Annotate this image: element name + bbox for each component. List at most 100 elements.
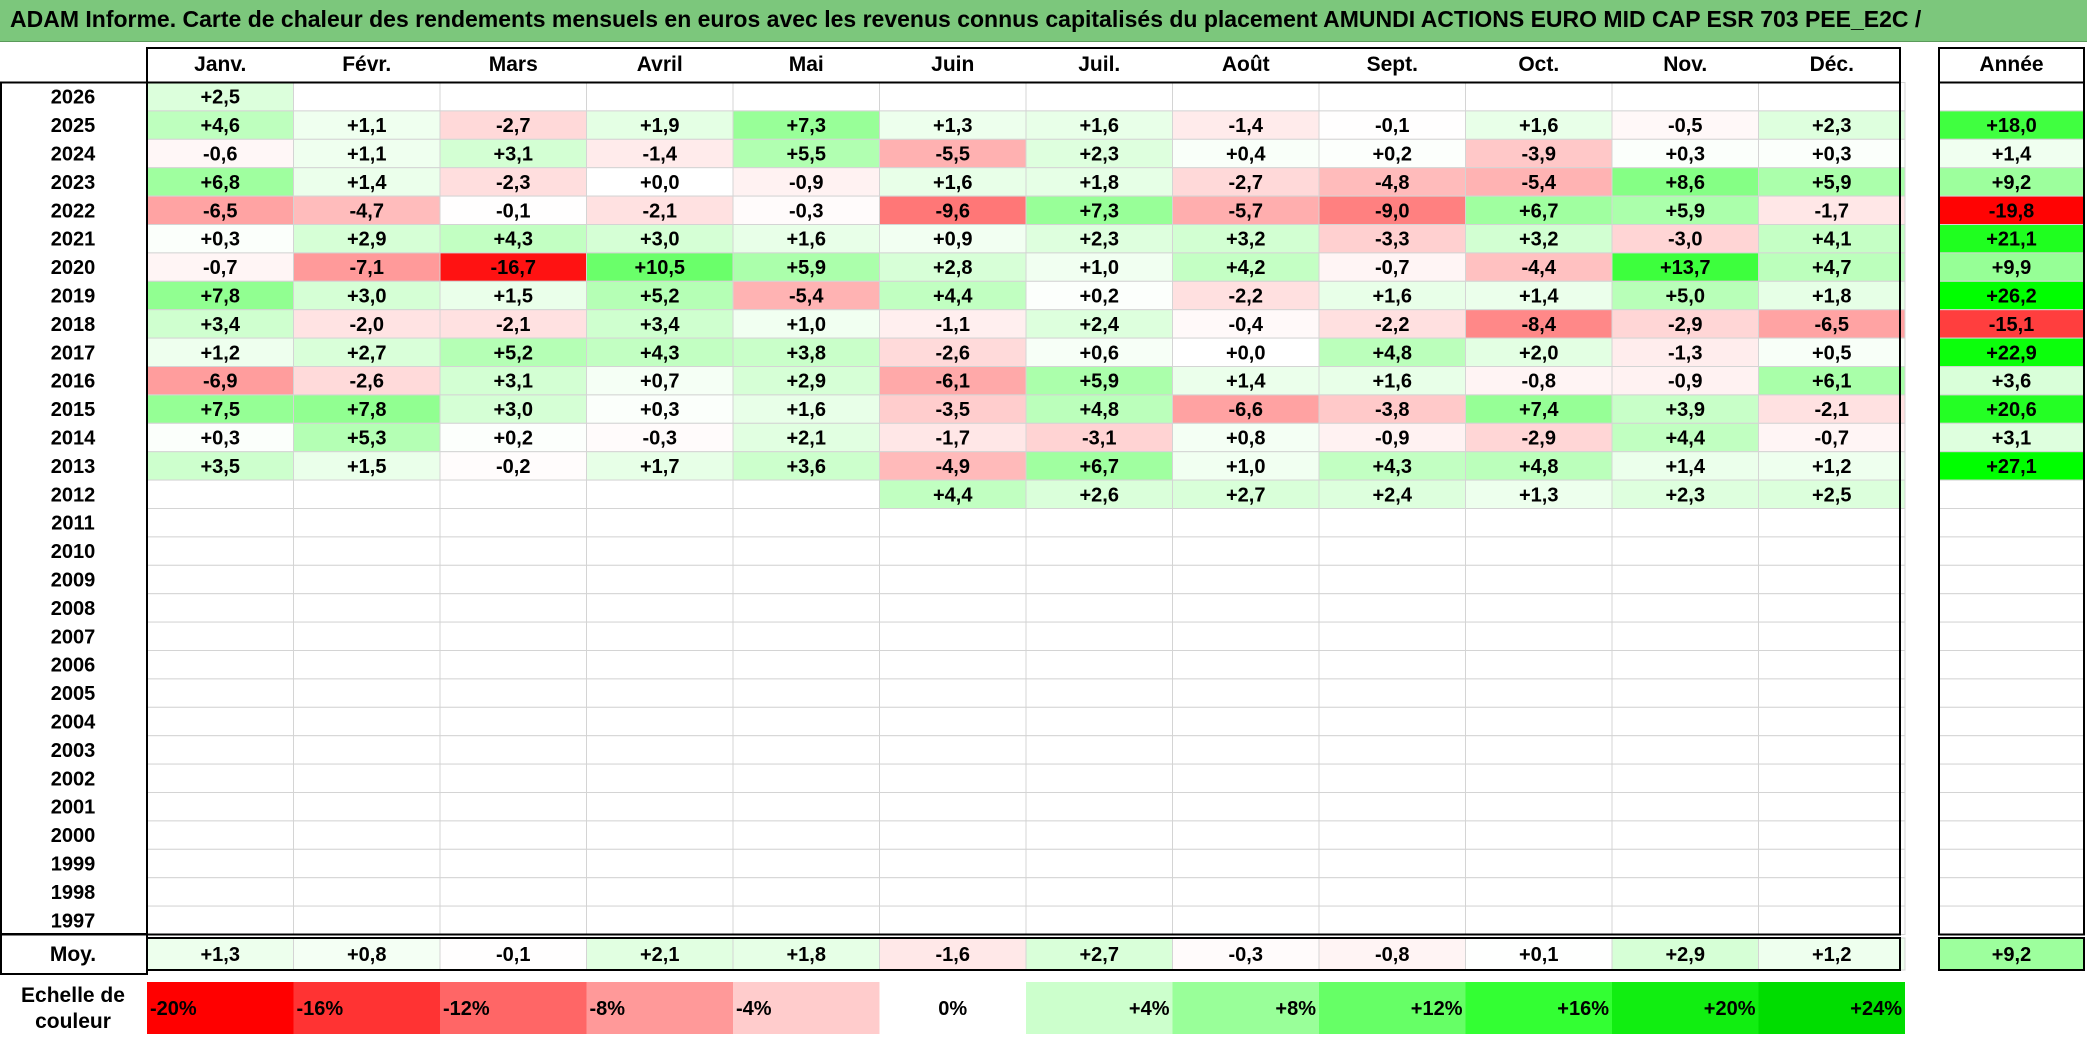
- heatmap-cell: [1758, 337, 1906, 368]
- heatmap-cell: [1611, 224, 1759, 254]
- heatmap-cell: [1318, 224, 1466, 254]
- average-value: +2,1: [640, 944, 679, 966]
- cell-value: +4,3: [640, 342, 679, 364]
- heatmap-cell: [732, 309, 880, 339]
- year-label: 2006: [51, 655, 96, 677]
- cell-value: +0,3: [1812, 144, 1851, 166]
- average-cell: [293, 937, 441, 971]
- cell-value: +7,5: [201, 399, 240, 421]
- annual-cell: [1938, 195, 2085, 226]
- scale-label: -16%: [297, 998, 344, 1020]
- heatmap-cell: [1758, 138, 1906, 169]
- cell-value: -0,3: [789, 200, 823, 222]
- cell-value: -1,4: [643, 144, 678, 166]
- average-label: Moy.: [50, 943, 96, 966]
- heatmap-cell: [1318, 479, 1466, 510]
- cell-value: +4,7: [1812, 257, 1851, 279]
- cell-value: +4,4: [933, 484, 973, 506]
- cell-value: -5,7: [1229, 200, 1263, 222]
- heatmap-cell: [1025, 167, 1173, 197]
- average-annual-cell: [1938, 937, 2085, 971]
- year-label: 2014: [51, 428, 96, 450]
- cell-value: +2,3: [1080, 229, 1119, 251]
- cell-value: -0,7: [1375, 257, 1409, 279]
- heatmap-cell: [879, 337, 1027, 368]
- annual-value: +9,2: [1992, 172, 2031, 194]
- heatmap-cell: [1025, 848, 1173, 879]
- heatmap-cell: [146, 905, 294, 935]
- cell-value: -4,9: [936, 456, 970, 478]
- cell-value: -6,5: [1815, 314, 1849, 336]
- annual-cell: [1938, 394, 2085, 424]
- year-label: 2025: [51, 115, 96, 137]
- heatmap-cell: [879, 792, 1027, 822]
- year-label: 2007: [51, 626, 96, 648]
- heatmap-cell: [146, 195, 294, 226]
- cell-value: -1,3: [1668, 342, 1702, 364]
- heatmap-cell: [1758, 763, 1906, 793]
- cell-value: +3,0: [347, 286, 386, 308]
- heatmap-cell: [1172, 280, 1320, 311]
- year-label: 2012: [51, 484, 96, 506]
- heatmap-cell: [1025, 82, 1173, 112]
- year-label: 2008: [51, 598, 96, 620]
- heatmap-cell: [1318, 905, 1466, 935]
- cell-value: -1,4: [1229, 115, 1264, 137]
- heatmap-cell: [1758, 735, 1906, 765]
- heatmap-cell: [1025, 564, 1173, 595]
- cell-value: +2,1: [787, 428, 826, 450]
- heatmap-cell: [1758, 650, 1906, 680]
- cell-value: +1,6: [1373, 286, 1412, 308]
- cell-value: +13,7: [1660, 257, 1711, 279]
- heatmap-cell: [146, 422, 294, 453]
- heatmap-cell: [1465, 678, 1613, 708]
- cell-value: +0,2: [494, 428, 533, 450]
- cell-value: +0,9: [933, 229, 972, 251]
- heatmap-cell: [879, 621, 1027, 651]
- cell-value: -9,6: [936, 200, 970, 222]
- heatmap-cell: [879, 650, 1027, 680]
- scale-swatch: [586, 982, 733, 1034]
- heatmap-cell: [146, 650, 294, 680]
- scale-swatch: [440, 982, 587, 1034]
- heatmap-cell: [586, 706, 734, 737]
- heatmap-cell: [1611, 337, 1759, 368]
- cell-value: +1,1: [347, 115, 386, 137]
- cell-value: -4,7: [350, 200, 384, 222]
- month-header: Mars: [489, 53, 538, 76]
- heatmap-cell: [1172, 905, 1320, 935]
- heatmap-cell: [586, 820, 734, 850]
- heatmap-cell: [1611, 536, 1759, 566]
- heatmap-cell: [1465, 706, 1613, 737]
- heatmap-cell: [586, 735, 734, 765]
- annual-cell: [1938, 337, 2085, 368]
- heatmap-cell: [732, 763, 880, 793]
- heatmap-cell: [1611, 792, 1759, 822]
- cell-value: -3,1: [1082, 428, 1116, 450]
- month-header: Oct.: [1518, 53, 1559, 76]
- average-row-border: [146, 937, 1901, 971]
- heatmap-cell: [293, 593, 441, 623]
- annual-cell: [1938, 536, 2085, 566]
- year-label: 2011: [51, 513, 94, 535]
- average-cell: [146, 937, 294, 971]
- cell-value: -0,1: [1375, 115, 1409, 137]
- cell-value: +1,6: [787, 399, 826, 421]
- annual-cell: [1938, 167, 2085, 197]
- cell-value: -0,8: [1522, 371, 1556, 393]
- heatmap-cell: [1611, 508, 1759, 538]
- cell-value: -3,3: [1375, 229, 1409, 251]
- heatmap-cell: [1758, 621, 1906, 651]
- cell-value: -0,4: [1229, 314, 1264, 336]
- heatmap-cell: [439, 224, 587, 254]
- heatmap-cell: [1172, 508, 1320, 538]
- cell-value: +0,2: [1080, 286, 1119, 308]
- annual-value: +22,9: [1986, 342, 2037, 364]
- cell-value: +5,2: [640, 286, 679, 308]
- heatmap-cell: [1318, 678, 1466, 708]
- heatmap-cell: [439, 848, 587, 879]
- heatmap-cell: [1172, 564, 1320, 595]
- cell-value: -4,8: [1375, 172, 1409, 194]
- month-header: Mai: [789, 53, 824, 76]
- heatmap-cell: [293, 337, 441, 368]
